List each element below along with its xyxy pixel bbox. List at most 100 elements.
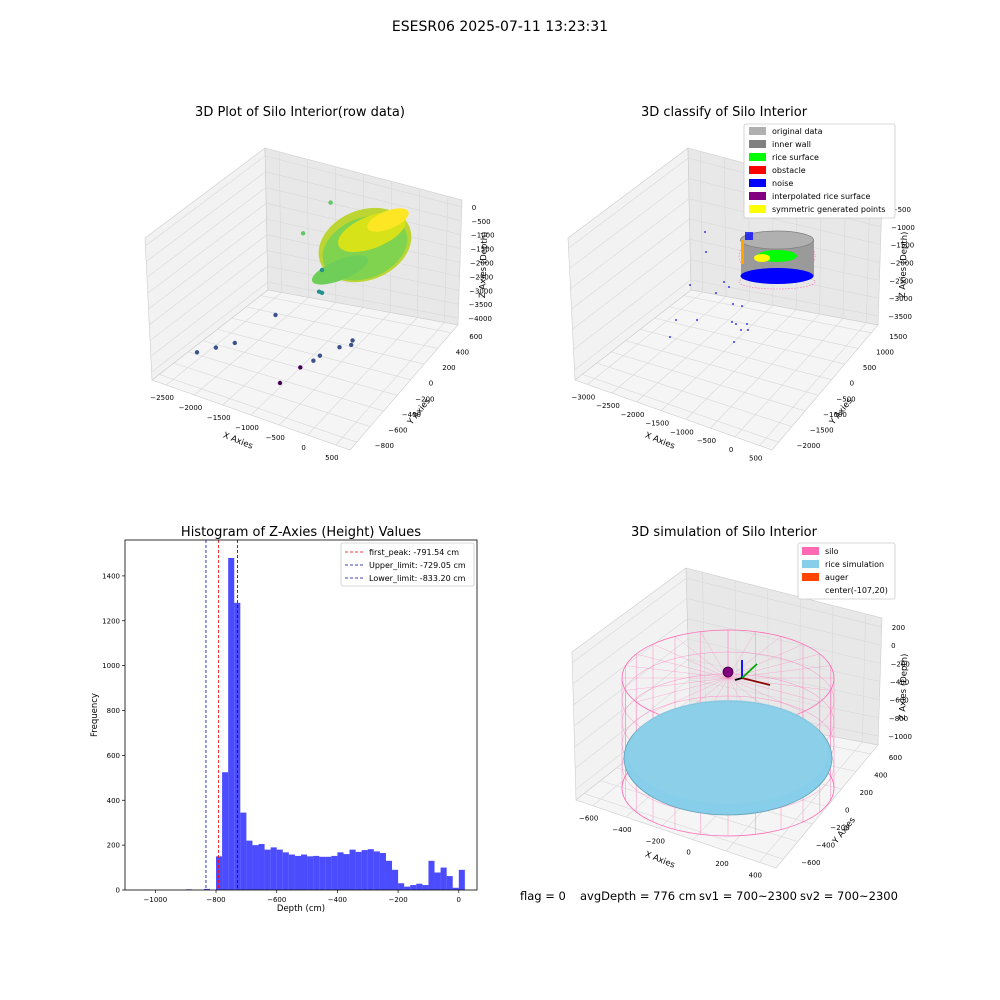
panel2-legend: original data inner wall rice surface obsta… [743,123,896,219]
outlier-point [300,231,306,236]
histogram-bars [143,557,465,890]
y-tick-label: −500 [836,395,855,403]
legend-swatch [749,153,766,161]
grid-line-z [687,638,881,682]
histogram-bar [416,883,423,890]
grid-line-z-side [149,250,268,341]
grid-line-z [690,279,879,317]
y-tick-label: 0 [845,807,849,815]
silo-roof-spoke [727,677,831,691]
z-tick-label: −3000 [889,295,913,303]
grid-line-x [611,296,727,394]
x-tick-label: −2000 [179,404,203,412]
grid-line-z [267,281,459,319]
histogram-bar [270,847,277,890]
noise-point [675,319,677,321]
z-tick-label: −3500 [469,301,493,309]
legend-label: noise [772,179,793,188]
histogram-bar [246,840,253,890]
y-tick-label: −2000 [797,442,821,450]
grid-line-z [265,171,462,222]
y-tick-label: 600 [469,333,482,341]
z-tick-label: 0 [472,204,476,212]
legend-label: inner wall [772,140,811,149]
z-tick-label: −1500 [470,246,494,254]
histogram-ticks: −1000 −800 −600 −400 −200 0 0 200 400 600 800 1000 1… [102,572,461,904]
grid-line-z-side [145,155,266,247]
legend-swatch [749,179,766,187]
histogram-bar [282,852,289,890]
y-tick-label: −800 [375,442,394,450]
panel-simulation-3d: 3D simulation of Silo Interior −600−400−… [571,525,912,879]
legend-swatch [749,205,766,213]
outlier-point [232,340,237,346]
y-tick-label: −400 [402,411,421,419]
x-tick-label: −2000 [621,411,645,419]
noise-point [723,281,725,283]
grid-line-z-side [147,202,267,294]
z-tick-label: −200 [891,660,910,668]
legend-swatch [802,547,819,555]
histogram-bar [361,850,368,890]
silo-roof-spoke [727,636,782,679]
panel-raw-data-3d: 3D Plot of Silo Interior(row data) −2500… [144,105,495,462]
grid-line-z [686,598,882,646]
legend-swatch [802,573,819,581]
x-tick-label: −2500 [596,402,620,410]
legend-label: first_peak: -791.54 cm [369,548,459,557]
histogram-bar [252,845,259,890]
histogram-bar [379,852,386,890]
noise-point [704,231,706,233]
silo-roof-spoke [636,677,729,703]
outlier-point [328,200,333,205]
silo-roof-spoke [727,643,804,679]
histogram-bar [319,856,326,890]
grid-line-z-side [151,281,269,373]
histogram-bar [337,852,344,890]
noise-point [731,321,733,323]
histogram-bar [440,867,447,890]
histogram-xlabel: Depth (cm) [277,904,325,914]
footer-stats: flag = 0 avgDepth = 776 cm sv1 = 700~230… [520,889,898,903]
grid-line-z-side [572,239,691,330]
histogram-frame [124,539,478,891]
y-tick-label: −1000 [823,411,847,419]
x-tick-label: 200 [715,860,728,868]
grid-line-z-side [571,218,690,310]
grid-line-y [173,362,371,427]
grid-line-y [683,295,872,334]
grid-line-z [686,577,882,628]
histogram-bar [264,849,271,890]
grid-line-y [654,317,845,365]
x-tick-label: 0 [729,446,733,454]
x-tick-label: −3000 [571,393,595,401]
histogram-bar [434,872,441,890]
grid-line-y [582,374,779,443]
x-tick-label: −400 [328,896,347,904]
y-tick-label: 1000 [876,348,894,356]
histogram-legend: first_peak: -791.54 cm Upper_limit: -729.… [340,542,475,587]
x-tick-label: −1000 [235,424,259,432]
outlier-point [319,290,325,295]
outlier-point [213,345,219,350]
figure-suptitle: ESESR06 2025-07-11 13:23:31 [392,19,608,35]
histogram-bar [288,854,295,890]
y-tick-label: 600 [889,754,902,762]
y-tick-label: −1500 [810,427,834,435]
outlier-point [311,358,316,363]
silo-roof-spoke [636,653,729,679]
y-tick-label: 400 [107,797,120,805]
grid-line-y [625,340,819,396]
y-tick-label: 0 [116,887,120,895]
rice-simulation-surface [623,700,833,816]
grid-line-z [689,198,881,245]
panel1-point-cloud [311,207,412,285]
histogram-bar [392,869,399,890]
noise-point [689,284,691,286]
x-tick-label: −200 [646,837,665,845]
legend-label: rice surface [772,153,819,162]
grid-line-z [267,266,459,305]
histogram-bar [222,772,229,890]
x-tick-label: −1000 [144,896,168,904]
grid-line-x [165,292,282,386]
